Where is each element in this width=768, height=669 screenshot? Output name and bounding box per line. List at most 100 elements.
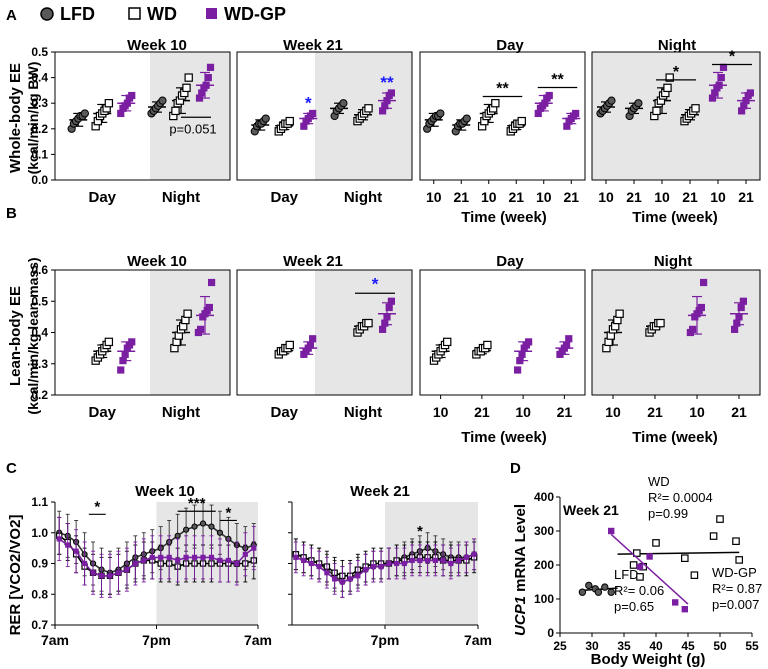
x-cat-label: Day bbox=[88, 189, 116, 206]
data-point bbox=[293, 554, 299, 560]
x-tick-label: 21 bbox=[557, 404, 573, 420]
ylabel-c: RER [VCO2/VO2] bbox=[7, 515, 24, 636]
plot-frame bbox=[591, 51, 761, 181]
ylabel-d-rest: mRNA Level bbox=[512, 504, 529, 596]
data-point bbox=[132, 560, 138, 567]
data-point bbox=[717, 74, 725, 82]
data-point bbox=[719, 63, 728, 71]
plot-frame bbox=[236, 269, 413, 396]
x-tick-label: 55 bbox=[745, 639, 759, 653]
data-point bbox=[202, 81, 210, 89]
data-point bbox=[308, 560, 314, 567]
data-point bbox=[463, 554, 469, 560]
ylabel-d: UCP1 mRNA Level bbox=[512, 504, 529, 636]
data-point bbox=[608, 527, 615, 535]
sig-marker: * bbox=[225, 504, 231, 521]
x-cat-label: Day bbox=[270, 189, 298, 206]
data-point bbox=[107, 573, 113, 579]
x-tick-label: 21 bbox=[731, 404, 747, 420]
data-point bbox=[742, 97, 750, 105]
y-tick-label: 0.7 bbox=[31, 618, 48, 632]
x-tick-label: 21 bbox=[682, 189, 698, 205]
data-point bbox=[208, 554, 215, 560]
data-point bbox=[697, 303, 705, 312]
chart-A3: 10 21 10 21 10 21 ** ** bbox=[419, 51, 586, 205]
data-point bbox=[585, 581, 593, 590]
data-point bbox=[208, 278, 216, 287]
y-tick-label: 100 bbox=[534, 592, 554, 606]
data-point bbox=[242, 551, 248, 557]
y-tick-label: 0.2 bbox=[31, 388, 48, 402]
x-tick-label: 30 bbox=[585, 639, 599, 653]
ylabel-b-line2: (kcal/min/kg lean mass) bbox=[25, 257, 41, 414]
x-tick-label: 21 bbox=[474, 404, 490, 420]
x-tick-label: 10 bbox=[654, 189, 670, 205]
data-point bbox=[483, 340, 492, 350]
data-point bbox=[491, 98, 500, 108]
data-point bbox=[381, 319, 389, 327]
stat-wdgp-p: p=0.007 bbox=[712, 597, 759, 612]
data-point bbox=[665, 73, 674, 82]
data-point bbox=[387, 89, 395, 97]
data-point bbox=[735, 556, 744, 564]
chart-B4: 10 21 10 21 bbox=[591, 269, 761, 420]
data-point bbox=[309, 109, 317, 118]
data-point bbox=[183, 526, 190, 533]
x-tick-label: 21 bbox=[563, 189, 579, 205]
x-cat-label: Night bbox=[344, 404, 382, 421]
data-point bbox=[518, 350, 526, 358]
chart-A4: 10 21 10 21 10 21 * * bbox=[591, 48, 761, 205]
x-tick-label: 7am bbox=[41, 632, 69, 648]
data-point bbox=[90, 570, 96, 576]
fit-line-wdgp bbox=[610, 533, 689, 605]
data-point bbox=[594, 588, 603, 596]
data-point bbox=[363, 567, 369, 573]
data-point bbox=[175, 557, 181, 564]
data-point bbox=[234, 560, 240, 567]
data-point bbox=[646, 553, 653, 560]
sig-marker: ** bbox=[380, 73, 394, 92]
data-point bbox=[443, 337, 452, 347]
title-c2: Week 21 bbox=[350, 483, 410, 500]
data-point bbox=[735, 313, 743, 321]
data-point bbox=[119, 357, 127, 365]
data-point bbox=[691, 104, 700, 113]
data-point bbox=[141, 557, 147, 564]
legend-label-lfd: LFD bbox=[60, 4, 95, 24]
legend-marker-lfd bbox=[40, 7, 54, 21]
data-point bbox=[471, 551, 477, 557]
data-point bbox=[629, 561, 638, 569]
data-point bbox=[339, 99, 348, 108]
data-point bbox=[708, 94, 717, 102]
data-point bbox=[124, 567, 130, 573]
ylabel-b-line1: Lean-body EE bbox=[7, 286, 24, 386]
data-point bbox=[191, 523, 198, 530]
data-point bbox=[261, 114, 270, 123]
data-point bbox=[386, 560, 392, 567]
data-point bbox=[615, 309, 624, 318]
x-cat-label: Night bbox=[344, 189, 382, 206]
x-tick-label: 21 bbox=[626, 189, 642, 205]
data-point bbox=[425, 557, 431, 564]
data-point bbox=[158, 96, 167, 105]
x-tick-label: 7pm bbox=[142, 632, 171, 648]
data-point bbox=[200, 554, 206, 560]
y-tick-label: 200 bbox=[534, 558, 554, 572]
data-point bbox=[732, 537, 740, 546]
data-point bbox=[208, 523, 215, 530]
data-point bbox=[158, 554, 164, 560]
data-point bbox=[401, 560, 407, 567]
data-point bbox=[285, 116, 294, 126]
y-tick-label: 0.3 bbox=[31, 96, 48, 110]
y-tick-label: 0.0 bbox=[31, 173, 48, 187]
title-b3: Day bbox=[496, 253, 524, 270]
legend-marker-wd bbox=[128, 7, 141, 20]
data-point bbox=[562, 341, 571, 349]
x-tick-label: 7am bbox=[244, 632, 272, 648]
data-point bbox=[436, 109, 445, 118]
x-tick-label: 10 bbox=[426, 189, 442, 205]
x-tick-label: 10 bbox=[689, 404, 705, 420]
x-tick-label: 10 bbox=[515, 404, 531, 420]
data-point bbox=[204, 74, 212, 82]
data-point bbox=[104, 337, 114, 347]
